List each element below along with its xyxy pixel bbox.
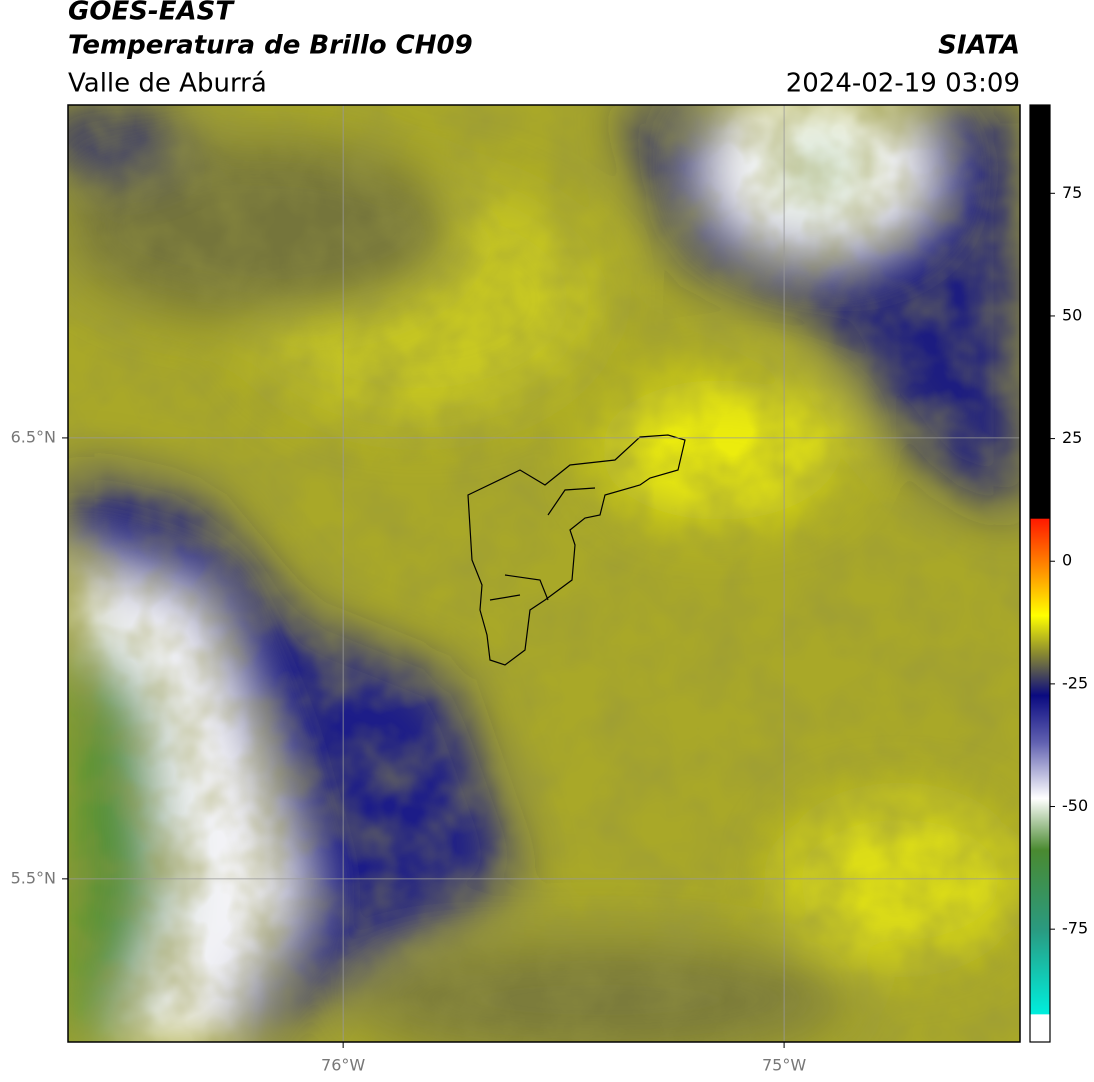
satellite-image — [68, 105, 1020, 1042]
title: GOES-EAST — [68, 0, 235, 27]
colorbar-tick-label: -75 — [1062, 919, 1088, 938]
colorbar-tick-label: 75 — [1062, 183, 1082, 202]
colorbar-tick-label: -25 — [1062, 673, 1088, 692]
colorbar-tick-label: 25 — [1062, 428, 1082, 447]
colorbar-tick-label: -50 — [1062, 796, 1088, 815]
region: Valle de Aburrá — [68, 69, 267, 99]
map-frame — [67, 104, 1021, 1043]
subtitle: Temperatura de Brillo CH09 — [68, 31, 473, 61]
colorbar-tick-label: 0 — [1062, 551, 1072, 570]
y-tick-label: 6.5°N — [11, 427, 56, 446]
source: SIATA — [938, 31, 1020, 61]
colorbar — [1029, 104, 1051, 1043]
datetime: 2024-02-19 03:09 — [786, 69, 1020, 99]
y-tick-label: 5.5°N — [11, 868, 56, 887]
colorbar-tick-label: 50 — [1062, 305, 1082, 324]
x-tick-label: 75°W — [762, 1056, 806, 1075]
x-tick-label: 76°W — [321, 1056, 365, 1075]
valley-outline — [467, 434, 686, 666]
